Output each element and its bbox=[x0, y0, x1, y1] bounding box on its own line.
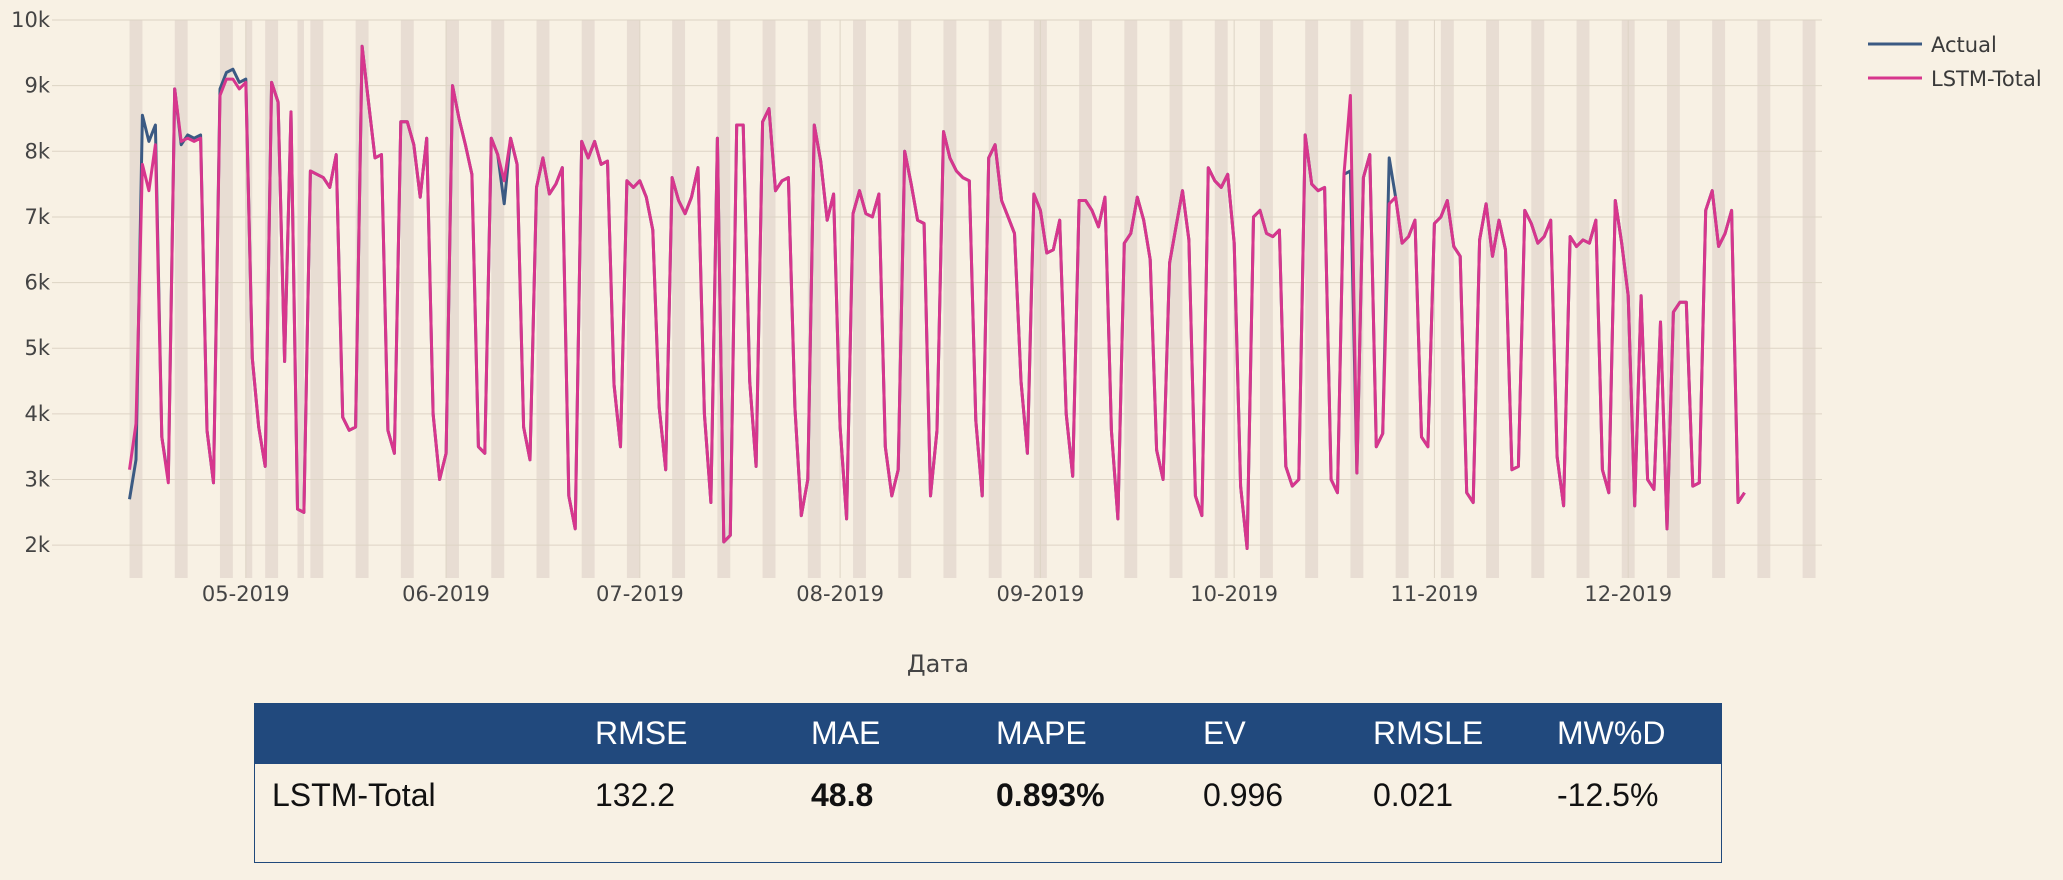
x-tick-label: 09-2019 bbox=[996, 582, 1084, 606]
x-axis-ticks: 05-2019 06-2019 07-2019 08-2019 09-2019 10-20… bbox=[202, 582, 1672, 606]
weekend-bands bbox=[129, 20, 1816, 578]
weekend-band bbox=[1486, 20, 1500, 578]
metrics-table: RMSE MAE MAPE EV RMSLE MW%D LSTM-Total 1… bbox=[254, 703, 1722, 863]
x-tick-label: 06-2019 bbox=[402, 582, 490, 606]
weekend-band bbox=[1079, 20, 1093, 578]
weekend-band bbox=[1305, 20, 1319, 578]
weekend-band bbox=[1350, 20, 1364, 578]
legend-label-lstm-total[interactable]: LSTM-Total bbox=[1931, 67, 2042, 91]
weekend-band bbox=[1214, 20, 1228, 578]
gridlines bbox=[52, 19, 1822, 578]
y-tick-label: 8k bbox=[24, 139, 50, 163]
series-lines bbox=[128, 44, 1746, 550]
weekend-band bbox=[310, 20, 324, 578]
series-line-lstm-total bbox=[128, 44, 1746, 550]
row-cell-model: LSTM-Total bbox=[272, 777, 436, 813]
metrics-header-row: RMSE MAE MAPE EV RMSLE MW%D bbox=[255, 704, 1721, 764]
weekend-band bbox=[446, 20, 459, 578]
weekend-band bbox=[581, 20, 595, 578]
row-cell-mape: 0.893% bbox=[996, 777, 1105, 813]
weekend-band bbox=[265, 20, 279, 578]
x-tick-label: 12-2019 bbox=[1584, 582, 1672, 606]
weekend-band bbox=[762, 20, 776, 578]
y-tick-label: 7k bbox=[24, 205, 50, 229]
weekend-band bbox=[297, 20, 304, 578]
weekend-band bbox=[853, 20, 866, 578]
weekend-band bbox=[1124, 20, 1138, 578]
weekend-band bbox=[1712, 20, 1726, 578]
header-cell-mwd: MW%D bbox=[1557, 715, 1666, 751]
chart: 2k 3k 4k 5k 6k 7k 8k 9k 10k 05-2019 06-2019 07-201… bbox=[11, 8, 2042, 678]
weekend-band bbox=[626, 20, 640, 578]
x-tick-label: 08-2019 bbox=[796, 582, 884, 606]
legend-label-actual[interactable]: Actual bbox=[1931, 33, 1997, 57]
weekend-band bbox=[988, 20, 1002, 578]
weekend-band bbox=[536, 20, 550, 578]
weekend-band bbox=[219, 20, 233, 578]
row-cell-mwd: -12.5% bbox=[1557, 777, 1659, 813]
y-tick-label: 5k bbox=[24, 336, 50, 360]
x-tick-label: 05-2019 bbox=[202, 582, 290, 606]
weekend-band bbox=[807, 20, 821, 578]
y-tick-label: 2k bbox=[24, 533, 50, 557]
weekend-band bbox=[174, 20, 188, 578]
weekend-band bbox=[1395, 20, 1409, 578]
weekend-band bbox=[1757, 20, 1771, 578]
y-tick-label: 4k bbox=[24, 402, 50, 426]
weekend-band bbox=[491, 20, 505, 578]
weekend-band bbox=[898, 20, 912, 578]
y-tick-label: 10k bbox=[11, 8, 51, 32]
y-axis-ticks: 2k 3k 4k 5k 6k 7k 8k 9k 10k bbox=[11, 8, 51, 557]
x-tick-label: 10-2019 bbox=[1190, 582, 1278, 606]
weekend-band bbox=[1576, 20, 1590, 578]
row-cell-rmse: 132.2 bbox=[595, 777, 676, 813]
header-cell-rmse: RMSE bbox=[595, 715, 688, 751]
y-tick-label: 3k bbox=[24, 468, 50, 492]
y-tick-label: 9k bbox=[24, 74, 50, 98]
weekend-band bbox=[400, 20, 414, 578]
weekend-band bbox=[1802, 20, 1816, 578]
weekend-band bbox=[1440, 20, 1454, 578]
x-axis-label: Дата bbox=[907, 650, 969, 678]
weekend-band bbox=[672, 20, 686, 578]
weekend-band bbox=[1531, 20, 1545, 578]
header-cell-mape: MAPE bbox=[996, 715, 1087, 751]
weekend-band bbox=[943, 20, 957, 578]
header-cell-mae: MAE bbox=[811, 715, 881, 751]
legend: Actual LSTM-Total bbox=[1868, 33, 2042, 91]
weekend-band bbox=[717, 20, 731, 578]
weekend-band bbox=[245, 20, 253, 578]
row-cell-mae: 48.8 bbox=[811, 777, 874, 813]
row-cell-rmsle: 0.021 bbox=[1373, 777, 1454, 813]
x-tick-label: 07-2019 bbox=[596, 582, 684, 606]
weekend-band bbox=[1259, 20, 1273, 578]
header-cell-ev: EV bbox=[1203, 715, 1246, 751]
y-tick-label: 6k bbox=[24, 271, 50, 295]
row-cell-ev: 0.996 bbox=[1203, 777, 1284, 813]
weekend-band bbox=[1169, 20, 1183, 578]
x-tick-label: 11-2019 bbox=[1391, 582, 1479, 606]
header-cell-rmsle: RMSLE bbox=[1373, 715, 1484, 751]
